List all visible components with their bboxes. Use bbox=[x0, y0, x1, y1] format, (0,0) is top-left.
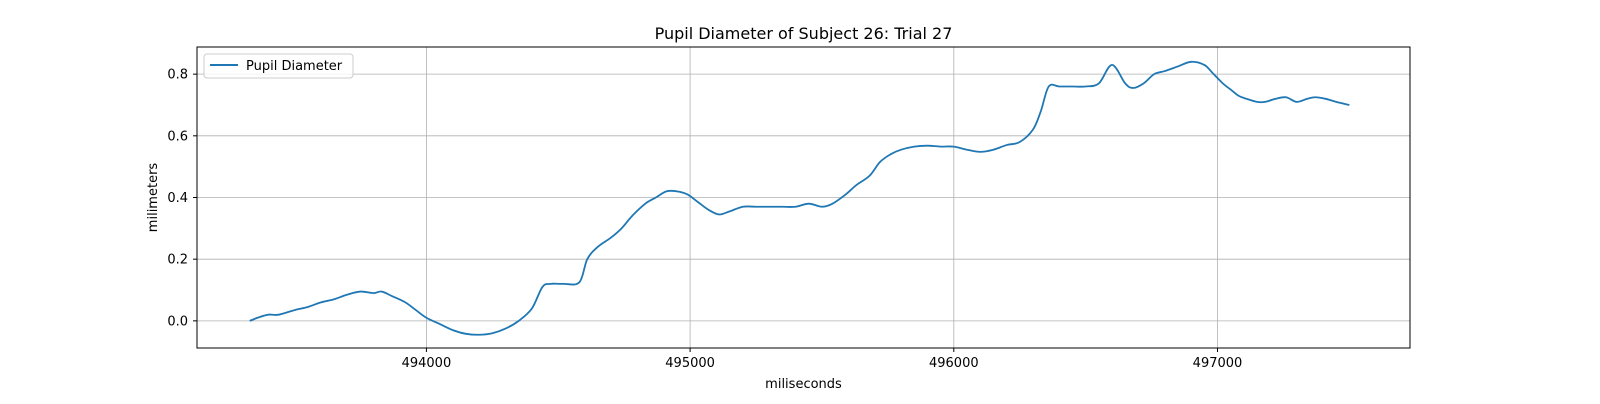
chart-title: Pupil Diameter of Subject 26: Trial 27 bbox=[655, 24, 953, 43]
x-tick-label: 495000 bbox=[665, 356, 715, 371]
y-tick-label: 0.6 bbox=[167, 129, 188, 144]
y-tick-label: 0.2 bbox=[167, 253, 188, 268]
legend: Pupil Diameter bbox=[203, 53, 354, 79]
x-tick-label: 494000 bbox=[402, 356, 452, 371]
series-line-pupil-diameter bbox=[249, 60, 1350, 336]
series-layer bbox=[249, 60, 1350, 336]
x-tick-label: 496000 bbox=[929, 356, 979, 371]
y-tick-label: 0.4 bbox=[167, 191, 188, 206]
y-axis-label: milimeters bbox=[146, 163, 161, 233]
grid-layer bbox=[197, 47, 1410, 348]
legend-box bbox=[203, 53, 354, 79]
y-tick-label: 0.8 bbox=[167, 68, 188, 83]
y-tick-label: 0.0 bbox=[167, 314, 188, 329]
x-axis-label: miliseconds bbox=[765, 377, 842, 392]
x-tick-label: 497000 bbox=[1193, 356, 1243, 371]
tick-layer: 494000 495000 496000 497000 0.0 0.2 0.4 0.6 0.8 bbox=[167, 68, 1242, 371]
legend-label: Pupil Diameter bbox=[246, 59, 343, 74]
